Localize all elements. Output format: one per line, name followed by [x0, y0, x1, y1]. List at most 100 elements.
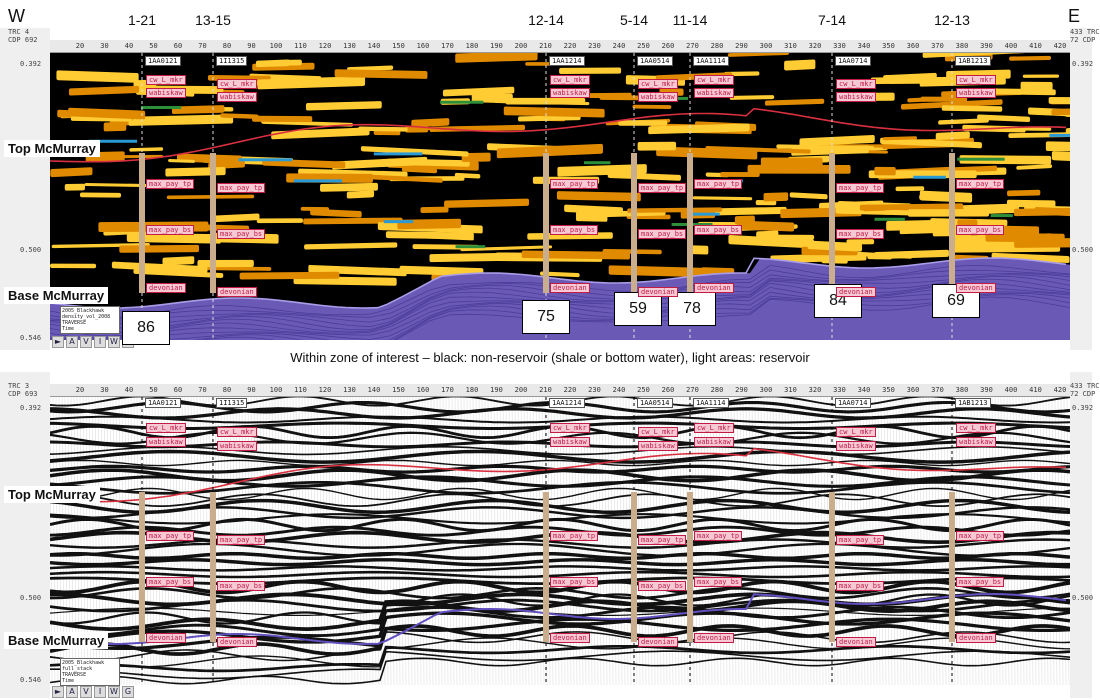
seismic-trace: [346, 397, 350, 685]
reservoir-streak: [68, 85, 140, 96]
toolbar-button-w[interactable]: W: [108, 336, 120, 348]
reservoir-streak: [494, 99, 590, 106]
well-tag: 1AA0514: [637, 56, 673, 66]
well-log-track: [210, 492, 216, 642]
reservoir-streak: [461, 152, 491, 163]
pointer-icon[interactable]: ►: [52, 686, 64, 698]
formation-marker-label: wabiskaw: [694, 88, 734, 98]
seismic-trace: [763, 397, 767, 685]
seismic-reflector: [50, 449, 1070, 464]
seismic-trace: [886, 397, 890, 685]
seismic-trace: [352, 397, 356, 685]
formation-marker-label: max_pay_bs: [550, 577, 599, 587]
seismic-trace: [814, 397, 818, 685]
reservoir-streak: [409, 234, 474, 241]
toolbar-button-i[interactable]: I: [94, 336, 106, 348]
toolbar-button-g[interactable]: G: [122, 686, 134, 698]
seismic-trace: [424, 397, 428, 685]
reservoir-streak: [655, 72, 733, 82]
pointer-icon[interactable]: ►: [52, 336, 64, 348]
reservoir-streak: [310, 208, 362, 218]
reservoir-streak: [901, 99, 1003, 110]
reservoir-streak: [252, 115, 313, 123]
toolbar-button-a[interactable]: A: [66, 336, 78, 348]
reservoir-streak: [874, 166, 896, 176]
toolbar-button-w[interactable]: W: [108, 686, 120, 698]
toolbar-button-a[interactable]: A: [66, 686, 78, 698]
axis-tick-label: 190: [490, 42, 503, 50]
well-log-track: [949, 492, 955, 642]
seismic-trace: [394, 397, 398, 685]
reservoir-streak: [165, 166, 226, 177]
seismic-trace: [1042, 397, 1046, 685]
formation-marker-label: cw_L_mkr: [956, 75, 996, 85]
seismic-trace: [445, 397, 449, 685]
well-tag: 1AA1114: [693, 56, 729, 66]
seismic-trace: [529, 397, 533, 685]
seismic-trace: [943, 397, 947, 685]
seismic-trace: [826, 397, 830, 685]
reservoir-streak: [442, 86, 515, 97]
axis-tick-label: 140: [367, 42, 381, 50]
seismic-trace: [367, 397, 371, 685]
reservoir-streak: [618, 120, 668, 126]
formation-marker-label: devonian: [217, 287, 257, 297]
base-mcmurray-label: Base McMurray: [4, 632, 109, 649]
reservoir-streak: [239, 271, 340, 280]
seismic-reflector: [50, 481, 1070, 495]
reservoir-streak: [977, 114, 1031, 123]
reservoir-streak: [556, 191, 641, 202]
water-streak: [874, 217, 905, 221]
well-tag: 1AA1214: [549, 56, 585, 66]
seismic-trace: [1012, 397, 1016, 685]
reservoir-streak: [420, 206, 449, 214]
seismic-trace: [1036, 397, 1040, 685]
well-tag: 1I1315: [216, 56, 248, 66]
info-line: 2005_Blackhawk: [62, 660, 105, 666]
reservoir-streak: [607, 172, 681, 181]
formation-marker-label: max_pay_tp: [956, 179, 1005, 189]
axis-tick-label: 50: [149, 42, 158, 50]
axis-tick-label: 300: [759, 42, 773, 50]
seismic-trace: [592, 397, 596, 685]
reservoir-streak: [727, 53, 790, 57]
seismic-trace: [463, 397, 467, 685]
reservoir-streak: [503, 106, 605, 118]
reservoir-streak: [724, 71, 760, 77]
formation-marker-label: max_pay_tp: [146, 531, 195, 541]
formation-marker-label: cw_L_mkr: [217, 427, 257, 437]
reservoir-streak: [1022, 74, 1060, 78]
reservoir-streak: [1007, 189, 1041, 197]
toolbar-button-v[interactable]: V: [80, 686, 92, 698]
seismic-trace: [772, 397, 776, 685]
formation-marker-label: max_pay_tp: [694, 531, 743, 541]
axis-tick-label: 110: [294, 386, 307, 394]
seismic-trace: [490, 397, 494, 685]
seismic-trace: [316, 397, 320, 685]
reservoir-streak: [68, 107, 146, 120]
well-tag: 1AB1213: [955, 56, 991, 66]
seismic-trace: [811, 397, 815, 685]
seismic-trace: [121, 397, 125, 685]
water-streak: [455, 245, 486, 249]
axis-tick-label: 360: [906, 386, 920, 394]
seismic-trace: [460, 397, 464, 685]
reservoir-streak: [941, 105, 1003, 112]
axis-tick-label: 140: [367, 386, 381, 394]
toolbar-button-i[interactable]: I: [94, 686, 106, 698]
axis-tick-label: 120: [318, 386, 332, 394]
seismic-trace: [808, 397, 812, 685]
axis-tick-label: 40: [124, 42, 134, 50]
seismic-trace: [766, 397, 770, 685]
seismic-trace: [997, 397, 1001, 685]
devonian-basement: [50, 258, 1070, 340]
seismic-trace: [199, 397, 203, 685]
time-top-label: 0.392: [20, 60, 42, 68]
top-mcmurray-label: Top McMurray: [4, 140, 100, 157]
water-streak: [383, 220, 414, 224]
well-log-track: [687, 492, 693, 642]
reservoir-streak: [64, 183, 85, 191]
reservoir-streak: [874, 249, 949, 260]
seismic-trace: [538, 397, 542, 685]
toolbar-button-v[interactable]: V: [80, 336, 92, 348]
